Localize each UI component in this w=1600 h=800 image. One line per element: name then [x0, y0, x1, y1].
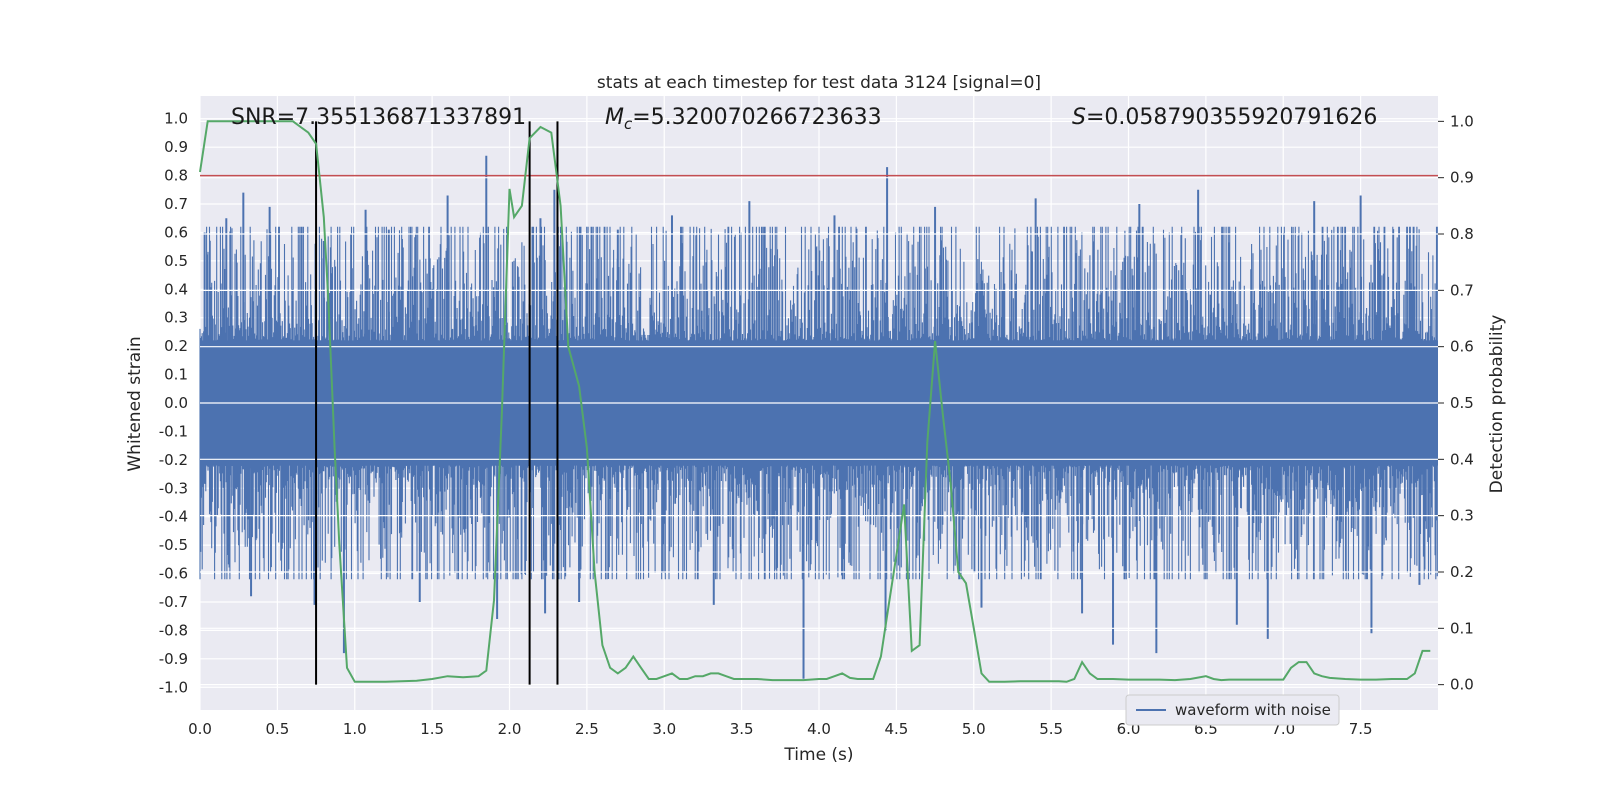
x-tick-label: 7.5 — [1349, 720, 1373, 738]
right-y-axis-ticks: 1.0 0.9 0.8 0.7 0.6 0.5 0.4 0.3 0.2 0.1 0.0 — [1438, 112, 1474, 694]
left-y-tick-label: -0.9 — [159, 650, 188, 668]
right-y-tick-label: 0.5 — [1450, 394, 1474, 412]
right-y-tick-label: 0.2 — [1450, 563, 1474, 581]
chirp-mass-value: =5.320070266723633 — [632, 105, 881, 130]
legend: waveform with noise — [1125, 694, 1340, 726]
right-y-axis-label: Detection probability — [1487, 315, 1507, 494]
left-y-tick-label: 0.2 — [164, 337, 188, 355]
s-stat-annotation: S=0.058790355920791626 — [1072, 105, 1377, 130]
right-y-tick-label: 0.0 — [1450, 676, 1474, 694]
right-y-tick-label: 0.4 — [1450, 450, 1474, 468]
x-tick-label: 0.0 — [188, 720, 212, 738]
x-tick-label: 4.0 — [807, 720, 831, 738]
s-stat-symbol: S — [1072, 105, 1086, 130]
left-y-tick-label: 1.0 — [164, 110, 188, 128]
left-y-axis-label: Whitened strain — [125, 336, 145, 471]
left-y-tick-label: -0.5 — [159, 536, 188, 554]
left-y-tick-label: -1.0 — [159, 678, 188, 696]
x-tick-label: 5.5 — [1039, 720, 1063, 738]
x-tick-label: 3.0 — [652, 720, 676, 738]
x-tick-label: 3.5 — [730, 720, 754, 738]
x-tick-label: 5.0 — [962, 720, 986, 738]
left-y-tick-label: -0.1 — [159, 422, 188, 440]
vertical-marker-lines — [315, 121, 559, 685]
chirp-mass-subscript: c — [624, 115, 633, 133]
left-y-tick-label: 0.7 — [164, 195, 188, 213]
right-y-tick-label: 0.9 — [1450, 169, 1474, 187]
right-y-tick-label: 0.6 — [1450, 338, 1474, 356]
left-y-tick-label: -0.6 — [159, 565, 188, 583]
left-y-tick-label: 0.1 — [164, 366, 188, 384]
detection-probability-line — [199, 120, 1431, 683]
waveform-spikes — [203, 155, 1421, 679]
y-gridlines-overlay — [200, 120, 1438, 686]
chirp-mass-annotation: Mc=5.320070266723633 — [605, 105, 882, 133]
x-axis-label: Time (s) — [783, 745, 853, 765]
x-tick-label: 4.5 — [884, 720, 908, 738]
x-tick-label: 1.5 — [420, 720, 444, 738]
chirp-mass-symbol: M — [605, 105, 624, 130]
left-y-axis-ticks: 1.0 0.9 0.8 0.7 0.6 0.5 0.4 0.3 0.2 0.1 0.0 -0.1 -0.… — [159, 110, 188, 697]
legend-label: waveform with noise — [1175, 701, 1331, 719]
left-y-tick-label: 0.0 — [164, 394, 188, 412]
x-tick-label: 2.0 — [498, 720, 522, 738]
left-y-tick-label: 0.9 — [164, 138, 188, 156]
left-y-tick-label: 0.6 — [164, 223, 188, 241]
left-y-tick-label: 0.5 — [164, 252, 188, 270]
left-y-tick-label: -0.2 — [159, 451, 188, 469]
x-axis-ticks: 0.0 0.5 1.0 1.5 2.0 2.5 3.0 3.5 4.0 4.5 5.0 5.5 6.0 6… — [188, 720, 1372, 738]
left-y-tick-label: 0.3 — [164, 309, 188, 327]
right-y-tick-label: 0.3 — [1450, 507, 1474, 525]
right-y-tick-label: 1.0 — [1450, 112, 1474, 130]
x-tick-label: 0.5 — [265, 720, 289, 738]
x-tick-label: 2.5 — [575, 720, 599, 738]
left-y-tick-label: 0.8 — [164, 167, 188, 185]
left-y-tick-label: -0.4 — [159, 508, 188, 526]
right-y-tick-label: 0.7 — [1450, 281, 1474, 299]
legend-box — [1125, 694, 1340, 726]
left-y-tick-label: 0.4 — [164, 280, 188, 298]
s-stat-value: =0.058790355920791626 — [1086, 105, 1377, 130]
x-tick-label: 1.0 — [343, 720, 367, 738]
right-y-tick-label: 0.1 — [1450, 619, 1474, 637]
snr-annotation: SNR=7.355136871337891 — [231, 105, 526, 130]
left-y-tick-label: -0.8 — [159, 621, 188, 639]
left-y-tick-label: -0.3 — [159, 479, 188, 497]
chart-title: stats at each timestep for test data 312… — [597, 73, 1041, 93]
left-y-tick-label: -0.7 — [159, 593, 188, 611]
right-y-tick-label: 0.8 — [1450, 225, 1474, 243]
